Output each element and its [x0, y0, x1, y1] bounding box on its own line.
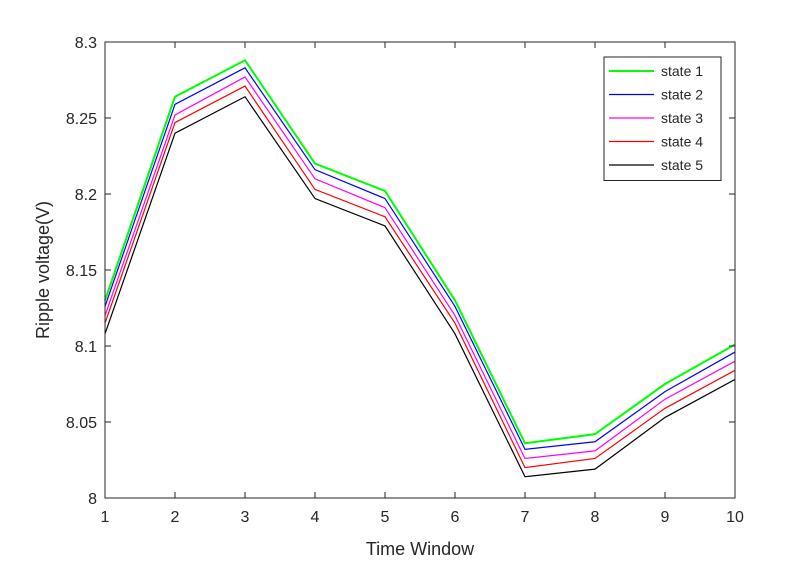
plot-area	[104, 58, 736, 478]
x-tick-label: 7	[521, 509, 530, 526]
axes-frame	[104, 41, 736, 499]
y-tick-label: 8.3	[75, 35, 97, 52]
y-tick-label: 8.05	[66, 415, 97, 432]
legend-label-state-5: state 5	[661, 157, 703, 173]
y-tick-label: 8.1	[75, 339, 97, 356]
x-tick-label: 6	[451, 509, 460, 526]
legend-label-state-3: state 3	[661, 110, 703, 126]
x-tick-label: 8	[591, 509, 600, 526]
y-axis-ticks: 8 8.05 8.1 8.15 8.2 8.25 8.3	[66, 35, 735, 508]
series-line-state-4	[104, 85, 736, 469]
y-tick-label: 8	[88, 491, 97, 508]
x-axis-title: Time Window	[366, 539, 475, 559]
x-tick-label: 5	[381, 509, 390, 526]
y-tick-label: 8.25	[66, 111, 97, 128]
series-line-state-3	[104, 76, 736, 460]
x-tick-label: 2	[171, 509, 180, 526]
legend: state 1 state 2 state 3 state 4 state 5	[603, 56, 722, 181]
legend-label-state-2: state 2	[661, 87, 703, 103]
y-axis-title: Ripple voltage(V)	[33, 201, 53, 339]
legend-label-state-1: state 1	[661, 63, 703, 79]
x-tick-label: 3	[241, 509, 250, 526]
series-line-state-2	[104, 67, 736, 451]
y-tick-label: 8.15	[66, 263, 97, 280]
x-axis-ticks: 1 2 3 4 5 6 7 8 9 10	[101, 42, 744, 526]
legend-label-state-4: state 4	[661, 134, 703, 150]
series-line-state-1	[104, 58, 736, 445]
legend-box	[603, 56, 722, 181]
x-tick-label: 4	[311, 509, 320, 526]
series-line-state-5	[104, 95, 736, 478]
x-tick-label: 1	[101, 509, 110, 526]
x-tick-label: 10	[726, 509, 744, 526]
y-tick-label: 8.2	[75, 187, 97, 204]
x-tick-label: 9	[661, 509, 670, 526]
